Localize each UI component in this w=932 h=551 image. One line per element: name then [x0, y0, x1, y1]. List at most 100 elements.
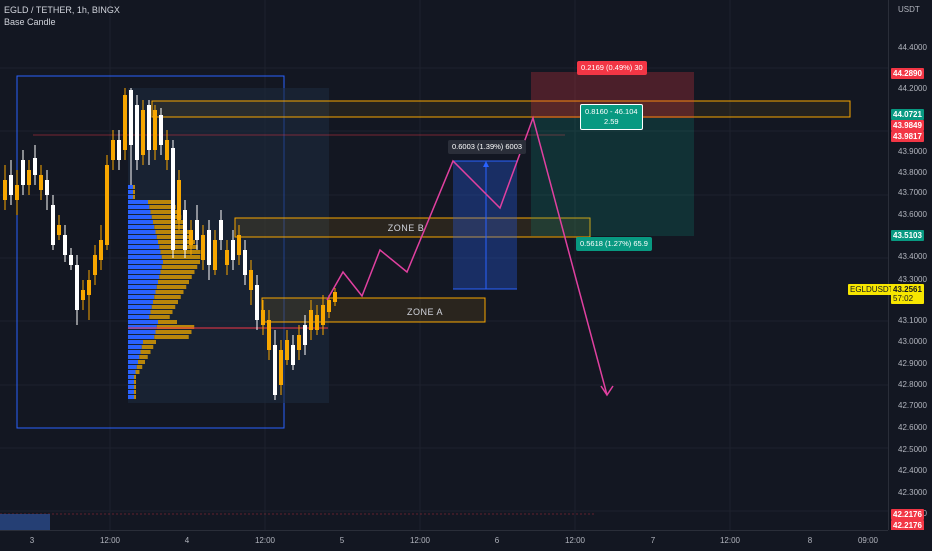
candle-body: [105, 165, 109, 245]
risk-label[interactable]: 0.2169 (0.49%) 30: [577, 61, 647, 75]
time-tick: 8: [807, 536, 813, 545]
price-tick: 43.8000: [898, 168, 927, 177]
candle-body: [297, 335, 301, 350]
volume-profile-sell-bar: [134, 390, 136, 394]
price-tick: 42.5000: [898, 445, 927, 454]
candle-body: [225, 250, 229, 265]
candle-body: [33, 158, 37, 175]
candle-body: [201, 235, 205, 260]
volume-profile-buy-bar: [128, 290, 156, 294]
time-tick: 5: [339, 536, 345, 545]
volume-profile-sell-bar: [150, 210, 179, 214]
candle-body: [171, 148, 175, 250]
volume-profile-buy-bar: [128, 355, 140, 359]
volume-profile-buy-bar: [128, 240, 158, 244]
candle-body: [273, 345, 277, 395]
candle-body: [81, 290, 85, 300]
price-label-low1: 42.2176: [891, 509, 924, 520]
volume-profile-sell-bar: [159, 275, 192, 279]
volume-profile-buy-bar: [128, 350, 141, 354]
volume-profile-buy-bar: [128, 385, 134, 389]
candle-body: [9, 175, 13, 195]
reward-ratio-label[interactable]: 0.8160 - 46.104 2.59: [580, 104, 643, 130]
volume-profile-buy-bar: [128, 250, 161, 254]
target-label[interactable]: 0.5618 (1.27%) 65.9: [576, 237, 652, 251]
candle-body: [69, 255, 73, 265]
volume-profile-sell-bar: [149, 205, 176, 209]
volume-profile-sell-bar: [160, 270, 195, 274]
volume-profile-buy-bar: [128, 310, 151, 314]
volume-profile-sell-bar: [161, 255, 201, 259]
volume-profile-buy-bar: [128, 280, 158, 284]
volume-profile-sell-bar: [134, 395, 136, 399]
price-tick: 44.2000: [898, 84, 927, 93]
time-tick: 12:00: [719, 536, 741, 545]
time-tick: 12:00: [409, 536, 431, 545]
candle-body: [93, 255, 97, 275]
volume-profile-buy-bar: [128, 390, 134, 394]
chart-area[interactable]: EGLD / TETHER, 1h, BINGX Base Candle ZON…: [0, 0, 888, 530]
time-tick: 09:00: [857, 536, 879, 545]
candle-body: [51, 205, 55, 245]
volume-profile-buy-bar: [128, 300, 153, 304]
zone-b-box: [234, 217, 591, 238]
volume-profile-buy-bar: [128, 195, 133, 199]
candle-body: [3, 180, 7, 200]
volume-profile-sell-bar: [134, 375, 136, 379]
upper-zone-box: [151, 100, 851, 118]
volume-profile-buy-bar: [128, 245, 160, 249]
volume-profile-buy-bar: [128, 200, 148, 204]
volume-profile-sell-bar: [154, 295, 181, 299]
volume-profile-buy-bar: [128, 345, 142, 349]
candle-body: [75, 265, 79, 310]
price-axis[interactable]: USDT 44.4000 44.2000 43.9000 43.8000 43.7000…: [888, 0, 932, 530]
volume-profile-sell-bar: [163, 260, 200, 264]
volume-profile-sell-bar: [143, 340, 156, 344]
volume-profile-sell-bar: [159, 245, 198, 249]
candle-body: [159, 115, 163, 145]
candle-body: [135, 105, 139, 160]
candle-body: [213, 240, 217, 270]
current-price-label: 43.2561 57:02: [891, 284, 924, 304]
volume-profile-buy-bar: [128, 330, 156, 334]
price-tick: 42.6000: [898, 423, 927, 432]
volume-profile-buy-bar: [128, 230, 156, 234]
volume-profile-buy-bar: [128, 340, 143, 344]
chart-canvas[interactable]: [0, 0, 888, 530]
candle-body: [237, 235, 241, 255]
candle-body: [309, 310, 313, 330]
zone-a-label: ZONE A: [406, 307, 444, 317]
volume-profile-sell-bar: [150, 310, 173, 314]
price-tick: 43.9000: [898, 147, 927, 156]
volume-profile-buy-bar: [128, 335, 155, 339]
candle-body: [111, 140, 115, 160]
volume-profile-sell-bar: [151, 215, 182, 219]
price-label-mid: 43.5103: [891, 230, 924, 241]
volume-profile-sell-bar: [158, 320, 177, 324]
volume-profile-buy-bar: [128, 380, 134, 384]
price-label-target: 44.2890: [891, 68, 924, 79]
candle-body: [189, 230, 193, 245]
volume-profile-sell-bar: [134, 385, 136, 389]
price-tick: 43.1000: [898, 316, 927, 325]
volume-profile-sell-bar: [149, 315, 170, 319]
volume-profile-sell-bar: [156, 325, 195, 329]
candle-body: [45, 180, 49, 195]
price-label-stop2: 43.9817: [891, 131, 924, 142]
projection-arrow-head: [600, 385, 614, 397]
candle-body: [219, 220, 223, 240]
volume-profile-buy-bar: [128, 270, 161, 274]
range-label[interactable]: 0.6003 (1.39%) 6003: [448, 140, 527, 154]
volume-profile-buy-bar: [128, 285, 157, 289]
price-label-stop1: 43.9849: [891, 120, 924, 131]
price-tick: 44.4000: [898, 43, 927, 52]
time-axis[interactable]: 3 12:00 4 12:00 5 12:00 6 12:00 7 12:00 8 09:00: [0, 530, 888, 551]
volume-profile-sell-bar: [155, 290, 184, 294]
volume-profile-sell-bar: [135, 370, 140, 374]
candle-body: [21, 160, 25, 185]
time-tick: 12:00: [99, 536, 121, 545]
candle-body: [291, 345, 295, 365]
candle-body: [153, 110, 157, 150]
volume-profile-sell-bar: [138, 360, 145, 364]
time-tick: 12:00: [564, 536, 586, 545]
